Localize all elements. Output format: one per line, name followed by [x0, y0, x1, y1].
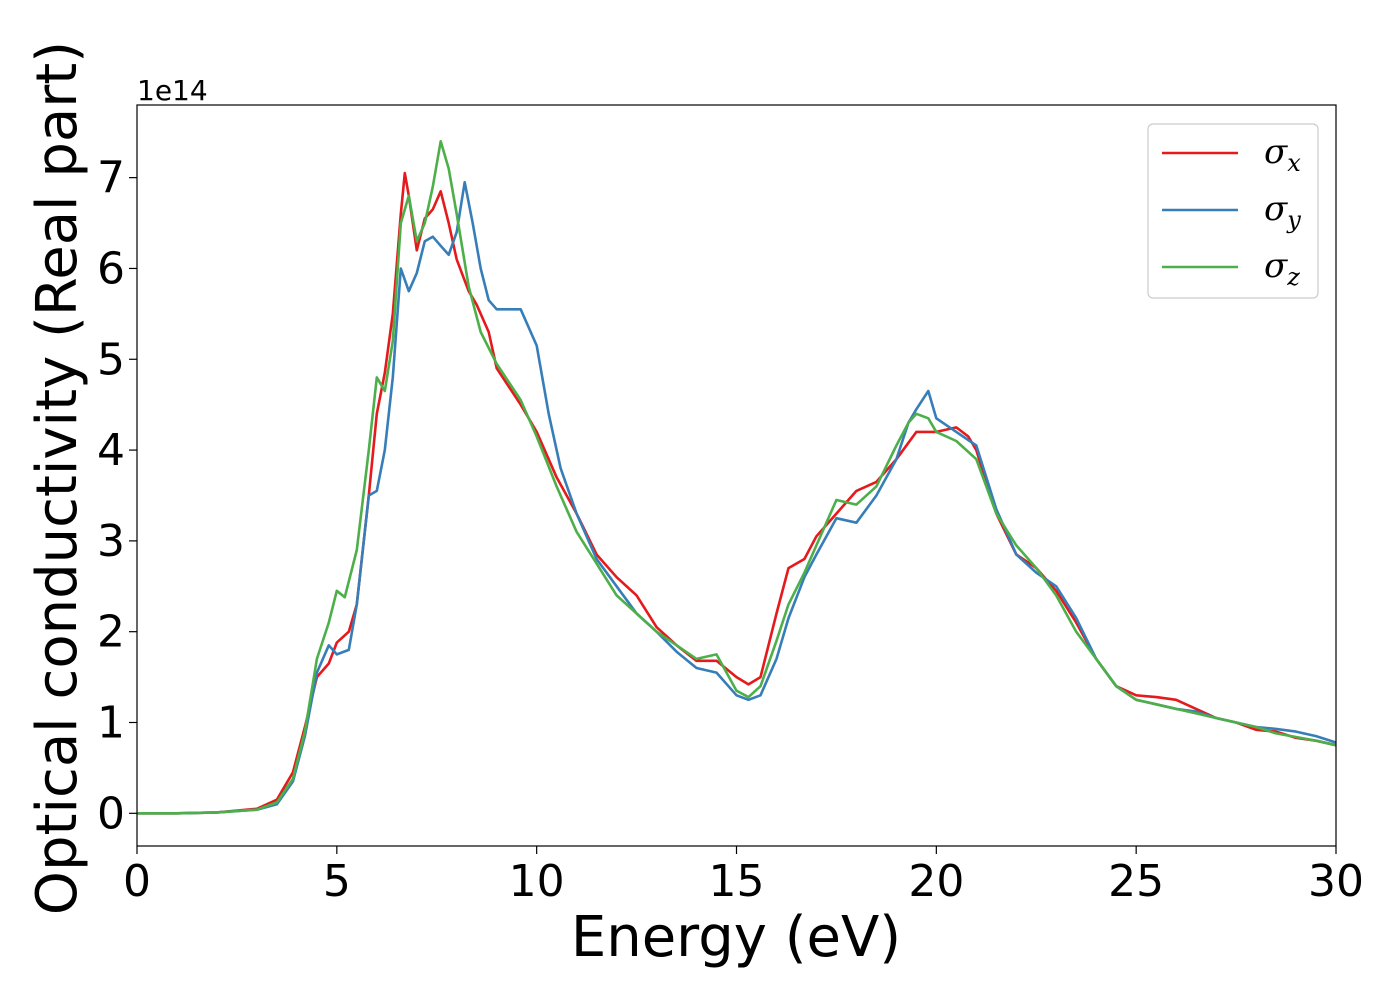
plot-frame [136, 104, 1337, 847]
y-tick-label: 6 [97, 243, 125, 294]
y-tick-group: 0 1 2 3 4 5 6 7 [97, 153, 137, 839]
legend-symbol: σ [1264, 189, 1288, 229]
legend-subscript: z [1286, 263, 1300, 291]
legend-label-x: σx [1264, 132, 1301, 177]
legend-label-z: σz [1264, 246, 1300, 291]
y-tick-label: 7 [97, 153, 125, 204]
y-tick-label: 3 [97, 516, 125, 567]
y-tick-label: 0 [97, 788, 125, 839]
x-tick-label: 20 [908, 856, 964, 907]
x-tick-label: 0 [123, 856, 151, 907]
y-tick-label: 5 [97, 334, 125, 385]
x-tick-label: 30 [1308, 856, 1364, 907]
legend-symbol: σ [1264, 132, 1288, 172]
x-tick-label: 25 [1108, 856, 1164, 907]
x-tick-label: 15 [709, 856, 765, 907]
y-tick-label: 4 [97, 425, 125, 476]
legend-symbol: σ [1264, 246, 1288, 286]
x-axis-title: Energy (eV) [571, 905, 901, 970]
legend-subscript: x [1287, 149, 1301, 177]
series-line-z [137, 140, 1337, 815]
series-group [137, 140, 1337, 815]
legend-subscript: y [1286, 206, 1301, 234]
y-tick-label: 2 [97, 607, 125, 658]
x-tick-label: 10 [509, 856, 565, 907]
y-axis-title: Optical conductivity (Real part) [25, 41, 90, 915]
y-tick-label: 1 [97, 698, 125, 749]
legend-label-y: σy [1264, 189, 1301, 234]
x-tick-group: 0 5 10 15 20 25 30 [123, 846, 1364, 907]
x-tick-label: 5 [323, 856, 351, 907]
y-offset-label: 1e14 [137, 74, 208, 107]
